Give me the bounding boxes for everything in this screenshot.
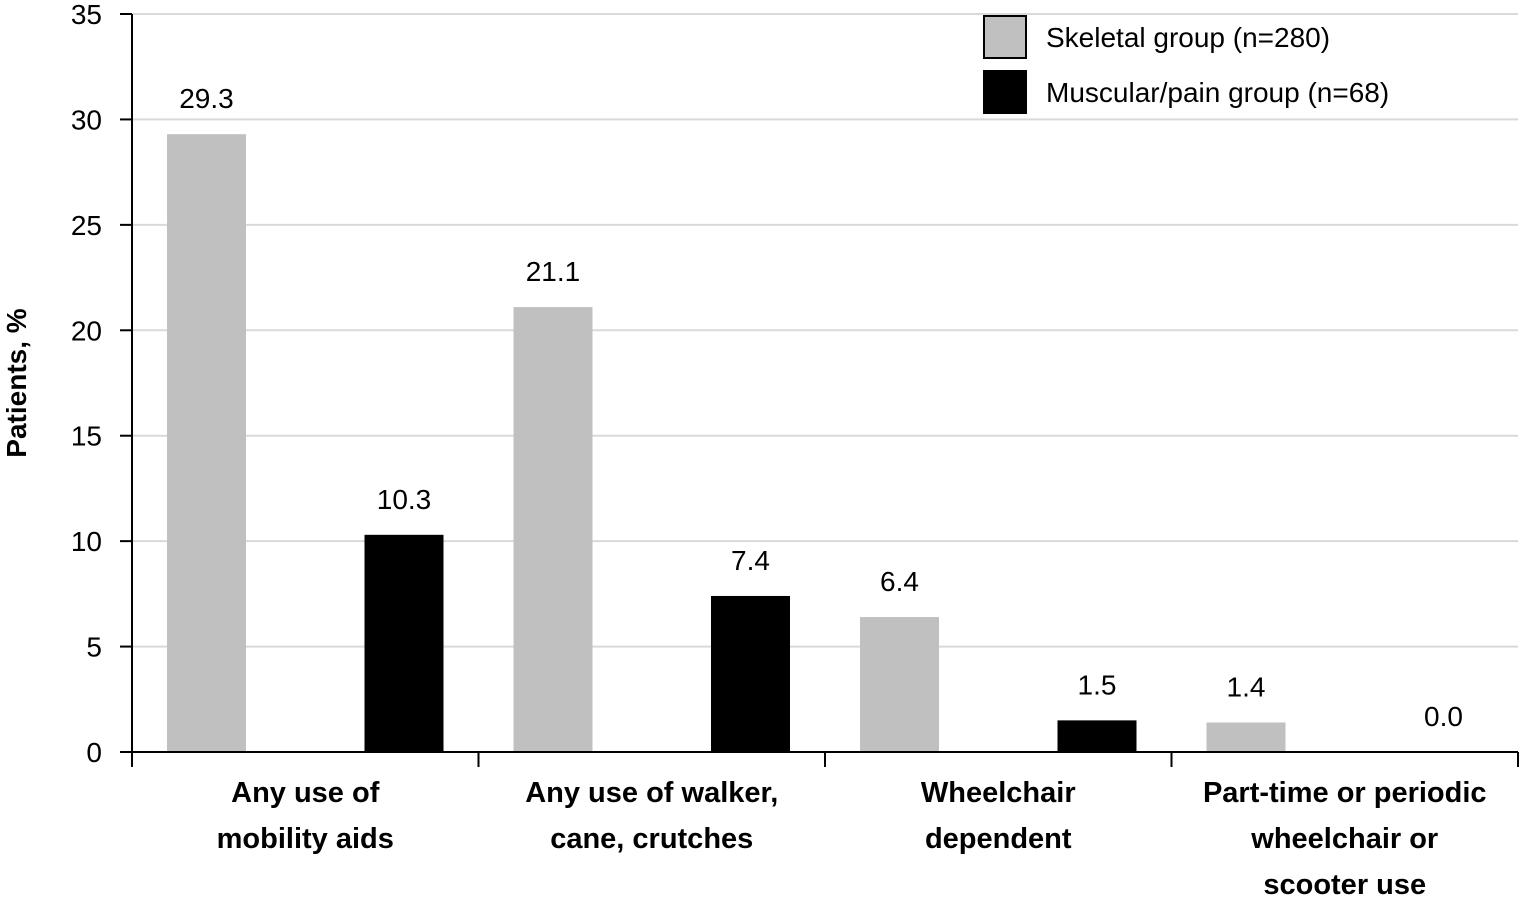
x-category-label: Any use of walker, [525, 777, 778, 809]
x-category-label: Part-time or periodic [1203, 777, 1487, 809]
bar-skeletal [859, 617, 939, 752]
data-label: 1.4 [1227, 671, 1266, 702]
bar-skeletal [1206, 722, 1286, 752]
y-tick-label: 30 [71, 104, 102, 135]
legend: Skeletal group (n=280) Muscular/pain grou… [983, 15, 1389, 114]
legend-swatch [983, 15, 1027, 59]
legend-label: Muscular/pain group (n=68) [1046, 77, 1389, 108]
data-label: 21.1 [526, 256, 581, 287]
bar-muscular [1057, 720, 1137, 752]
data-label: 29.3 [179, 83, 234, 114]
y-tick-label: 25 [71, 210, 102, 241]
axes [120, 13, 1519, 767]
labels: 0 5 10 15 20 25 30 35 29.3 10.3 Any use of mobility… [71, 0, 1487, 901]
x-category-label: mobility aids [217, 823, 394, 855]
y-axis-title: Patients, % [1, 308, 32, 457]
data-label: 6.4 [880, 566, 919, 597]
data-label: 7.4 [731, 545, 770, 576]
x-category-label: Wheelchair [921, 777, 1076, 809]
y-tick-label: 35 [71, 0, 102, 30]
y-tick-label: 15 [71, 421, 102, 452]
bar-muscular [364, 534, 444, 752]
data-label: 0.0 [1424, 701, 1463, 732]
bar-skeletal [513, 307, 593, 752]
bar-skeletal [166, 134, 246, 752]
bars [166, 134, 1286, 752]
x-category-label: cane, crutches [550, 823, 753, 855]
y-tick-label: 10 [71, 526, 102, 557]
y-tick-label: 0 [86, 737, 102, 768]
x-category-label: scooter use [1263, 869, 1426, 901]
legend-swatch [983, 70, 1027, 114]
y-tick-label: 5 [86, 632, 102, 663]
y-tick-label: 20 [71, 315, 102, 346]
bar-muscular [711, 595, 791, 752]
data-label: 10.3 [377, 484, 432, 515]
legend-label: Skeletal group (n=280) [1046, 22, 1330, 53]
x-category-label: wheelchair or [1250, 823, 1438, 855]
data-label: 1.5 [1078, 669, 1117, 700]
gridlines [132, 13, 1518, 648]
x-category-label: Any use of [231, 777, 380, 809]
x-category-label: dependent [925, 823, 1072, 855]
